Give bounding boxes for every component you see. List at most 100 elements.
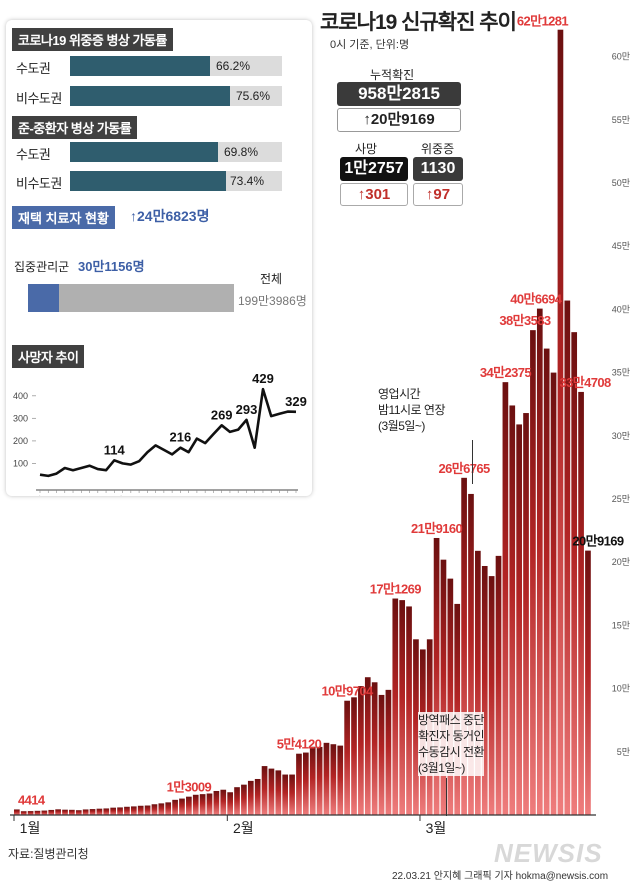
y-tick-label: 5만 (617, 747, 630, 757)
bar-value-label: 34만2375 (480, 365, 532, 380)
severe-increase: ↑97 (413, 183, 463, 206)
bar-value-label: 40만6694 (510, 292, 563, 307)
bar (103, 808, 110, 815)
bar (523, 413, 529, 815)
death-x-label: 21일 (278, 495, 302, 496)
death-value-label: 114 (104, 442, 126, 457)
chart-subtitle: 0시 기준, 단위:명 (330, 39, 410, 51)
death-x-label: 2월20일 (24, 495, 66, 496)
y-tick-label: 15만 (612, 620, 630, 630)
bar-value-label: 1만3009 (167, 780, 212, 795)
icu-bar-noncapital (70, 86, 282, 106)
bar (247, 780, 254, 815)
bar (55, 809, 61, 815)
semi-header: 준-중환자 병상 가동률 (12, 116, 138, 139)
bar (199, 794, 206, 815)
bar (488, 576, 495, 815)
home-total-bar (28, 284, 234, 312)
bar (75, 810, 82, 815)
bar (130, 806, 137, 815)
bar (41, 810, 48, 815)
semi-value: 73.4% (230, 174, 265, 188)
bar (48, 809, 55, 815)
icu-row-label: 비수도권 (16, 91, 62, 106)
intensive-value: 30만1156명 (78, 259, 145, 274)
bar (282, 774, 289, 815)
bar (399, 600, 406, 815)
bar (241, 784, 247, 815)
deaths-value: 1만2757 (340, 157, 408, 181)
y-tick-label: 50만 (612, 178, 630, 188)
severe-increase-value: 97 (433, 186, 451, 203)
icu-bar-capital (70, 56, 282, 76)
deaths-label: 사망 (355, 142, 378, 156)
y-tick-label: 55만 (612, 115, 630, 125)
death-value-label: 329 (285, 394, 307, 409)
credit: 22.03.21 안지혜 그래픽 기자 hokma@newsis.com (392, 871, 609, 882)
bar (254, 778, 261, 815)
note-line: (3월5일~) (378, 419, 425, 433)
bar (220, 789, 227, 815)
bar (227, 792, 233, 815)
y-tick-label: 60만 (612, 52, 630, 62)
bar (530, 330, 536, 815)
icu-header: 코로나19 위중증 병상 가동률 (12, 28, 173, 51)
y-tick-label: 30만 (612, 431, 630, 441)
bar (440, 559, 447, 815)
death-y-tick: 400 (13, 391, 28, 401)
bar-value-label: 38만3583 (499, 313, 551, 328)
bar (351, 697, 357, 815)
y-tick-label: 35만 (612, 368, 630, 378)
bar (165, 802, 172, 815)
y-tick-label: 40만 (612, 304, 630, 314)
source: 자료:질병관리청 (8, 847, 89, 861)
bar-fill (70, 142, 218, 162)
bar (578, 391, 584, 815)
semi-row-label: 수도권 (16, 147, 51, 162)
severe-label: 위중증 (421, 142, 455, 156)
bar (323, 742, 330, 815)
bar (358, 686, 364, 815)
deaths-increase: ↑301 (340, 183, 408, 206)
bar (82, 809, 89, 815)
death-x-label: 3월 (105, 495, 123, 496)
cumulative-increase-value: 20만9169 (370, 111, 435, 128)
bar (117, 807, 123, 815)
death-value-label: 216 (170, 430, 192, 445)
home-increase: ↑24만6823명 (130, 206, 209, 226)
bar (536, 308, 543, 815)
home-increase-value: 24만6823명 (137, 208, 210, 224)
bar-value-label: 21만9160 (411, 521, 463, 536)
bar (502, 382, 509, 815)
bar (330, 744, 337, 815)
death-value-label: 429 (252, 371, 274, 386)
bar (296, 753, 302, 815)
bar (261, 766, 268, 815)
bar (543, 348, 550, 815)
bar (137, 805, 144, 815)
bar (385, 689, 392, 815)
bar (186, 796, 192, 815)
bar (571, 332, 578, 815)
bar (475, 550, 481, 815)
pass-note: 방역패스 중단 확진자 동거인 수동감시 전환 (3월1일~) (418, 712, 485, 776)
x-tick-label: 2월 (233, 820, 254, 836)
bar (192, 794, 199, 815)
x-tick-label: 1월 (20, 820, 41, 836)
bar (268, 768, 275, 815)
bar (289, 774, 295, 815)
bar-fill (70, 86, 231, 106)
bar (495, 555, 502, 815)
bar (509, 405, 516, 815)
bar (62, 809, 68, 815)
bar (447, 578, 454, 815)
newsis-logo: NEWSIS (494, 838, 603, 868)
note-line: (3월1일~) (418, 761, 465, 775)
cumulative-label: 누적확진 (370, 68, 415, 82)
bar (364, 677, 371, 815)
icu-value: 66.2% (216, 59, 251, 73)
bar (392, 598, 399, 815)
bar (564, 300, 571, 815)
total-value: 199만3986명 (238, 294, 307, 308)
